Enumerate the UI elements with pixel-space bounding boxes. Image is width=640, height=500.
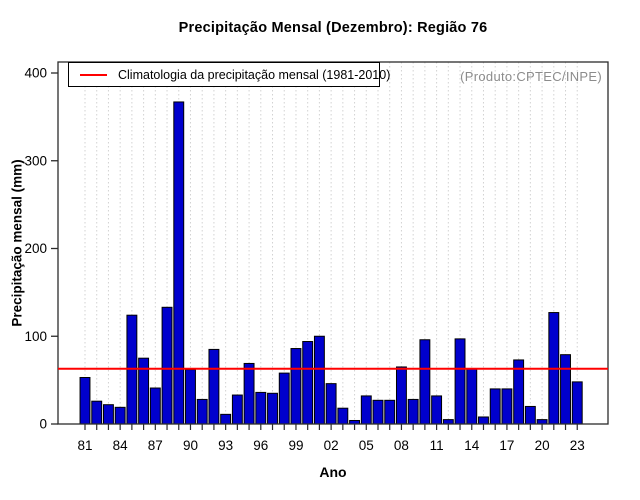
bar-1994 — [231, 394, 243, 425]
bar-1989 — [173, 101, 185, 425]
climatology-line-swatch — [80, 73, 107, 76]
y-tick-label-200: 200 — [24, 241, 47, 256]
x-tick-label-90: 90 — [183, 438, 198, 453]
bar-1996 — [255, 391, 267, 425]
bar-2010 — [419, 339, 431, 425]
legend-label: Climatologia da precipitação mensal (198… — [118, 67, 391, 82]
bar-1981 — [79, 376, 91, 425]
bar-2006 — [372, 399, 384, 425]
y-tick-label-100: 100 — [24, 329, 47, 344]
bar-2002 — [325, 383, 337, 425]
x-tick-label-96: 96 — [253, 438, 268, 453]
x-tick-label-05: 05 — [359, 438, 374, 453]
producer-watermark: (Produto:CPTEC/INPE) — [460, 69, 602, 84]
y-tick-label-300: 300 — [24, 153, 47, 168]
bar-2022 — [560, 354, 571, 425]
x-tick-label-08: 08 — [394, 438, 409, 453]
bar-2015 — [478, 416, 489, 425]
bar-2007 — [384, 399, 396, 425]
bar-2016 — [489, 388, 501, 425]
bar-1992 — [208, 348, 220, 425]
x-tick-label-93: 93 — [218, 438, 233, 453]
bar-2001 — [313, 335, 325, 425]
y-tick-label-400: 400 — [24, 66, 47, 81]
bar-1997 — [267, 392, 278, 425]
bar-2009 — [407, 398, 419, 425]
x-tick-label-87: 87 — [148, 438, 163, 453]
bar-2014 — [466, 368, 478, 425]
bar-1982 — [91, 400, 103, 425]
bar-1984 — [114, 406, 126, 425]
bar-1990 — [185, 369, 196, 425]
y-tick-label-0: 0 — [39, 417, 47, 432]
bar-1988 — [161, 306, 173, 425]
bar-1999 — [290, 348, 302, 425]
bar-2008 — [395, 366, 407, 425]
bar-1993 — [220, 413, 232, 425]
bar-2017 — [501, 388, 513, 425]
x-tick-label-20: 20 — [535, 438, 550, 453]
bar-2000 — [302, 341, 314, 425]
legend: Climatologia da precipitação mensal (198… — [68, 62, 390, 87]
y-axis-title: Precipitação mensal (mm) — [9, 159, 25, 327]
bar-1983 — [102, 404, 114, 425]
x-axis-title: Ano — [319, 464, 347, 480]
chart-title: Precipitação Mensal (Dezembro): Região 7… — [178, 20, 488, 36]
bar-1995 — [243, 362, 255, 425]
x-tick-label-99: 99 — [288, 438, 303, 453]
bar-1991 — [196, 398, 208, 425]
bar-2005 — [360, 395, 372, 425]
bar-1987 — [149, 387, 161, 425]
bar-2003 — [337, 407, 349, 425]
bar-1998 — [278, 372, 290, 425]
bar-2011 — [431, 395, 443, 425]
x-tick-label-23: 23 — [570, 438, 585, 453]
bar-2013 — [454, 338, 466, 425]
x-tick-label-11: 11 — [430, 438, 444, 453]
x-tick-label-14: 14 — [464, 438, 480, 453]
x-tick-label-84: 84 — [113, 438, 129, 453]
x-tick-label-02: 02 — [324, 438, 339, 453]
bar-2012 — [442, 419, 454, 425]
x-tick-label-17: 17 — [499, 438, 514, 453]
bar-2019 — [524, 405, 536, 425]
x-tick-label-81: 81 — [77, 438, 92, 453]
bar-2023 — [571, 381, 583, 425]
bar-2020 — [536, 419, 548, 425]
